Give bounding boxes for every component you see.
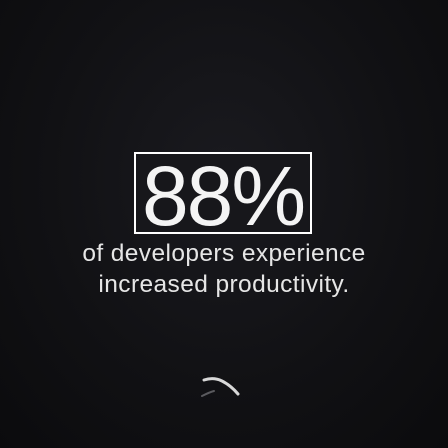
stat-highlight-box: 88% [134, 152, 312, 234]
caption-line-2: increased productivity. [98, 271, 350, 298]
stat-caption: of developers experience increased produ… [0, 238, 448, 300]
curved-stroke-icon [201, 377, 240, 397]
stat-value: 88% [141, 152, 306, 234]
caption-line-1: of developers experience [82, 240, 366, 267]
